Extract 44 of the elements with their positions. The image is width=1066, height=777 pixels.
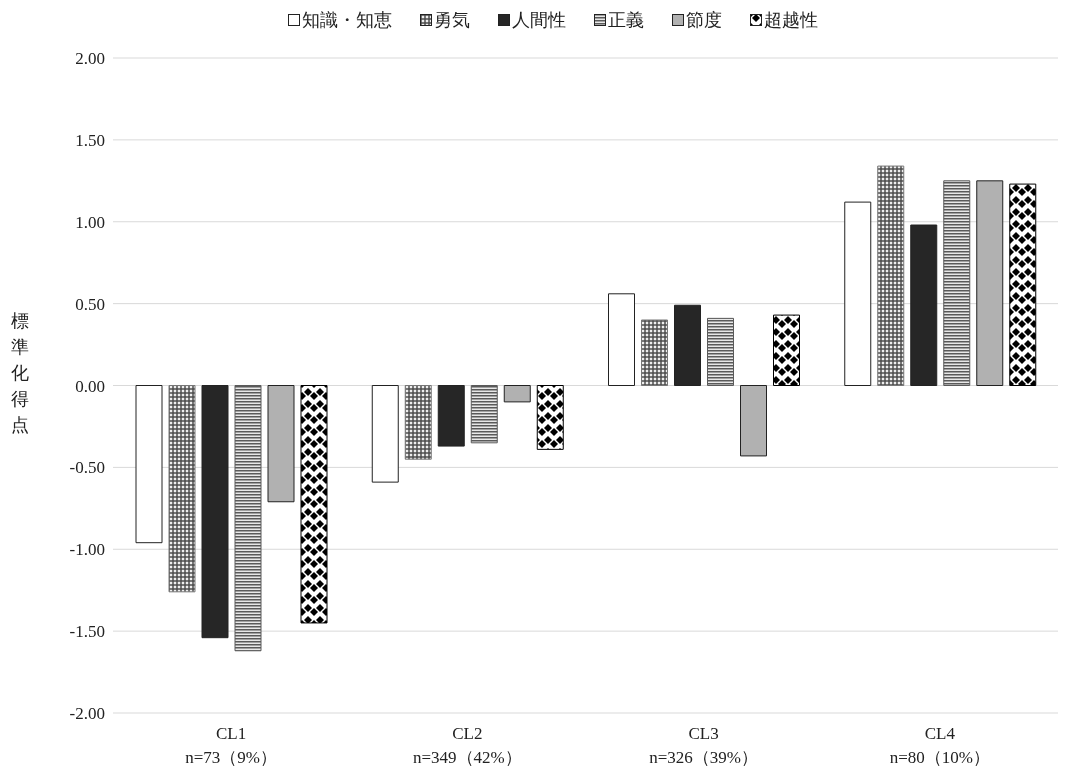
y-tick-label: -2.00 bbox=[69, 704, 105, 724]
bar bbox=[536, 385, 564, 450]
legend-label: 勇気 bbox=[434, 9, 470, 32]
y-tick-label: 1.50 bbox=[75, 130, 105, 150]
bar bbox=[707, 317, 734, 386]
y-tick-label: 1.00 bbox=[75, 212, 105, 232]
bar bbox=[877, 165, 905, 386]
y-tick-label: -1.00 bbox=[69, 540, 105, 560]
legend-label: 超越性 bbox=[764, 9, 818, 32]
x-tick-label: CL3 n=326（39%） bbox=[649, 724, 758, 767]
bar bbox=[267, 385, 295, 503]
bar bbox=[234, 385, 262, 652]
y-axis-title: 標準化得点 bbox=[10, 310, 30, 437]
bar bbox=[371, 385, 399, 483]
bar bbox=[910, 224, 938, 386]
bar bbox=[168, 385, 196, 593]
x-tick-label: CL4 n=80（10%） bbox=[889, 724, 990, 767]
x-tick-label: CL2 n=349（42%） bbox=[413, 724, 522, 767]
bar bbox=[503, 385, 531, 403]
bar bbox=[641, 319, 668, 386]
bar bbox=[300, 385, 328, 624]
y-tick-label: -0.50 bbox=[69, 458, 105, 478]
y-tick-label: 0.50 bbox=[75, 294, 105, 314]
bar bbox=[976, 180, 1004, 386]
bar bbox=[674, 304, 701, 386]
bar bbox=[608, 293, 635, 386]
legend-label: 正義 bbox=[608, 9, 644, 32]
bar bbox=[135, 385, 163, 544]
bar bbox=[943, 180, 971, 386]
legend-label: 節度 bbox=[686, 9, 722, 32]
bar bbox=[773, 314, 800, 386]
y-tick-label: 0.00 bbox=[75, 376, 105, 396]
bar bbox=[740, 385, 767, 457]
y-tick-label: -1.50 bbox=[69, 622, 105, 642]
bar bbox=[437, 385, 465, 447]
legend-label: 人間性 bbox=[512, 9, 566, 32]
legend-label: 知識・知恵 bbox=[302, 9, 392, 32]
bar bbox=[844, 201, 872, 386]
bar bbox=[470, 385, 498, 444]
bar bbox=[1009, 183, 1037, 386]
x-tick-label: CL1 n=73（9%） bbox=[185, 724, 277, 767]
y-tick-label: 2.00 bbox=[75, 49, 105, 69]
bar bbox=[201, 385, 229, 639]
bar bbox=[404, 385, 432, 460]
